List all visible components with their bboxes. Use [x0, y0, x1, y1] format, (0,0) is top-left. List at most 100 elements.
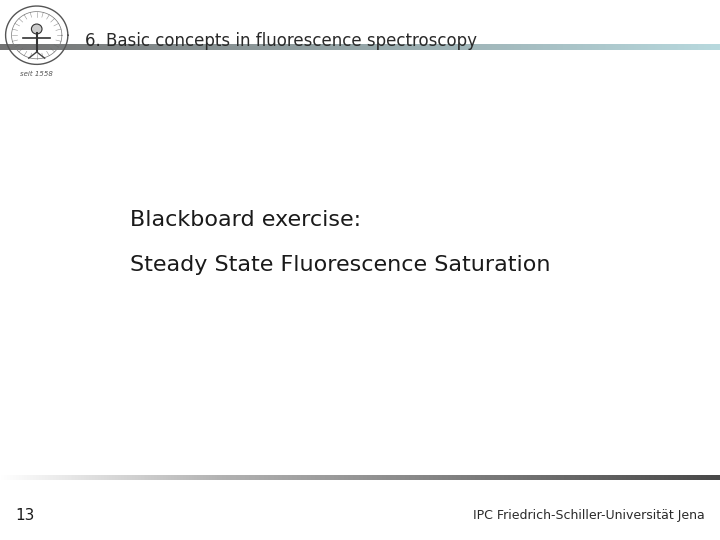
Bar — [683, 44, 684, 50]
Bar — [118, 44, 120, 50]
Bar — [491, 44, 492, 50]
Bar — [285, 475, 287, 480]
Bar — [455, 44, 456, 50]
Bar — [647, 44, 648, 50]
Bar — [432, 475, 433, 480]
Bar — [704, 44, 706, 50]
Bar — [389, 475, 390, 480]
Bar — [575, 44, 576, 50]
Bar — [200, 475, 202, 480]
Bar — [635, 44, 636, 50]
Bar — [255, 475, 256, 480]
Bar — [459, 475, 461, 480]
Bar — [641, 475, 642, 480]
Bar — [485, 475, 487, 480]
Bar — [124, 475, 125, 480]
Bar — [390, 475, 392, 480]
Bar — [346, 44, 347, 50]
Bar — [537, 475, 539, 480]
Bar — [24, 475, 26, 480]
Bar — [59, 475, 60, 480]
Bar — [582, 475, 583, 480]
Bar — [85, 44, 86, 50]
Bar — [611, 44, 612, 50]
Bar — [246, 44, 248, 50]
Bar — [566, 44, 567, 50]
Bar — [300, 44, 301, 50]
Bar — [559, 44, 560, 50]
Bar — [111, 44, 112, 50]
Bar — [691, 44, 693, 50]
Bar — [334, 475, 336, 480]
Bar — [651, 475, 652, 480]
Bar — [696, 475, 697, 480]
Bar — [156, 44, 157, 50]
Bar — [387, 44, 389, 50]
Bar — [96, 44, 98, 50]
Bar — [363, 475, 364, 480]
Bar — [441, 475, 442, 480]
Bar — [95, 475, 96, 480]
Bar — [289, 475, 291, 480]
Bar — [625, 475, 626, 480]
Bar — [288, 44, 289, 50]
Bar — [35, 475, 36, 480]
Bar — [374, 44, 376, 50]
Bar — [240, 475, 242, 480]
Bar — [405, 44, 406, 50]
Bar — [567, 44, 569, 50]
Bar — [200, 44, 202, 50]
Bar — [589, 44, 590, 50]
Bar — [408, 475, 409, 480]
Bar — [58, 44, 59, 50]
Bar — [94, 44, 95, 50]
Bar — [467, 44, 468, 50]
Bar — [708, 44, 710, 50]
Bar — [536, 44, 537, 50]
Bar — [289, 44, 291, 50]
Bar — [268, 475, 269, 480]
Bar — [383, 44, 384, 50]
Bar — [193, 44, 194, 50]
Bar — [340, 44, 341, 50]
Bar — [78, 44, 79, 50]
Bar — [396, 44, 397, 50]
Bar — [462, 44, 464, 50]
Bar — [598, 44, 599, 50]
Bar — [318, 475, 320, 480]
Bar — [161, 475, 163, 480]
Bar — [593, 475, 595, 480]
Bar — [710, 44, 711, 50]
Bar — [446, 44, 448, 50]
Bar — [353, 44, 354, 50]
Bar — [173, 44, 174, 50]
Bar — [158, 44, 160, 50]
Bar — [131, 475, 132, 480]
Bar — [217, 475, 219, 480]
Bar — [84, 475, 85, 480]
Bar — [40, 475, 42, 480]
Bar — [469, 475, 471, 480]
Bar — [588, 44, 589, 50]
Bar — [347, 475, 348, 480]
Bar — [45, 44, 46, 50]
Bar — [192, 44, 193, 50]
Bar — [415, 44, 416, 50]
Bar — [550, 44, 552, 50]
Bar — [626, 44, 628, 50]
Bar — [577, 475, 579, 480]
Bar — [636, 44, 638, 50]
Bar — [42, 475, 43, 480]
Bar — [292, 44, 294, 50]
Bar — [91, 475, 92, 480]
Bar — [79, 44, 81, 50]
Bar — [621, 475, 622, 480]
Bar — [271, 475, 272, 480]
Bar — [711, 44, 713, 50]
Bar — [343, 475, 344, 480]
Bar — [145, 44, 147, 50]
Bar — [59, 44, 60, 50]
Bar — [439, 44, 441, 50]
Bar — [308, 44, 310, 50]
Bar — [233, 44, 235, 50]
